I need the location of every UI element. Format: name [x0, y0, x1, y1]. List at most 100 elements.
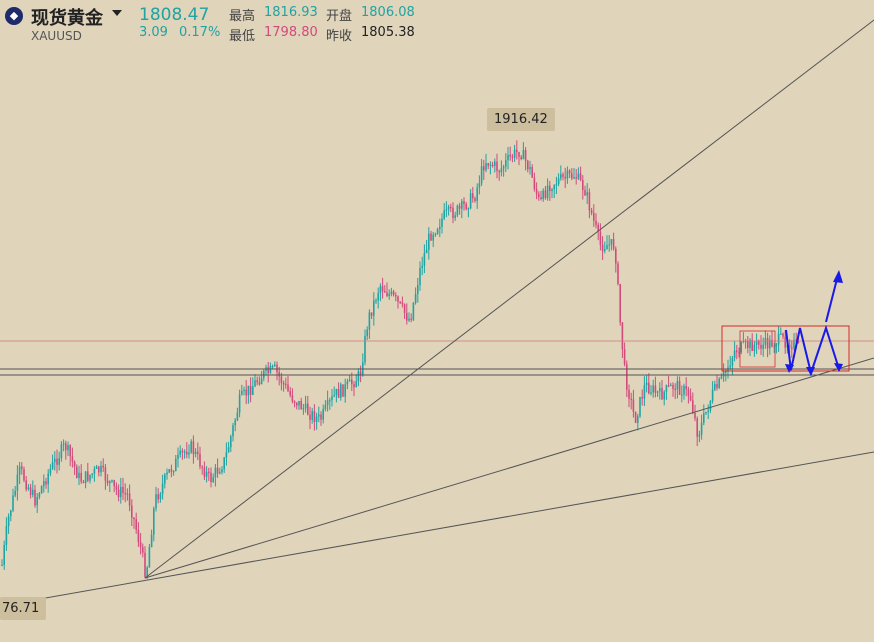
candle-body	[571, 173, 573, 179]
candle-body	[263, 370, 265, 378]
candle-body	[467, 208, 470, 210]
candle-body	[749, 339, 751, 349]
candle-body	[784, 336, 786, 348]
candle-body	[62, 443, 65, 445]
arrowhead-icon	[785, 364, 794, 373]
candle-body	[98, 466, 100, 473]
instrument-symbol: XAUUSD	[31, 29, 82, 43]
candle-body	[447, 206, 450, 210]
candle-body	[562, 174, 564, 177]
candle-body	[278, 372, 280, 377]
candle-body	[34, 489, 36, 506]
candle-body	[465, 203, 467, 210]
chevron-down-icon[interactable]	[112, 10, 122, 16]
projection-breakout-line	[825, 274, 839, 323]
candle-body	[641, 396, 643, 399]
candle-body	[461, 201, 463, 209]
candle-body	[520, 156, 522, 160]
candle-body	[359, 371, 362, 375]
candle-body	[302, 408, 305, 410]
candle-body	[549, 185, 551, 192]
candle-body	[463, 201, 465, 204]
candle-body	[287, 384, 289, 392]
candle-body	[760, 344, 762, 349]
candle-body	[736, 350, 738, 353]
candle-body	[714, 384, 716, 390]
low-price-label: 76.71	[0, 597, 47, 620]
candle-body	[775, 344, 778, 347]
candle-body	[32, 489, 34, 496]
candle-body	[406, 312, 408, 321]
candle-body	[82, 481, 85, 483]
candle-body	[744, 340, 747, 343]
candle-body	[357, 371, 360, 382]
candle-body	[241, 391, 243, 395]
candle-body	[793, 339, 795, 349]
candle-body	[399, 301, 401, 303]
candle-body	[566, 170, 569, 179]
candle-body	[599, 231, 602, 245]
candle-body	[623, 349, 626, 365]
candle-body	[236, 412, 239, 421]
candle-body	[80, 472, 82, 482]
candle-body	[619, 283, 621, 323]
candle-body	[632, 399, 635, 412]
candle-body	[740, 342, 742, 353]
candle-body	[401, 302, 404, 305]
candle-body	[377, 293, 379, 301]
candle-body	[450, 206, 452, 209]
candle-body	[203, 467, 206, 477]
candle-body	[709, 400, 712, 411]
candle-body	[91, 473, 93, 475]
candle-body	[601, 244, 604, 252]
candle-body	[573, 177, 575, 179]
candle-body	[540, 197, 542, 200]
candle-body	[318, 414, 320, 417]
candle-body	[65, 443, 67, 451]
candle-body	[617, 263, 619, 284]
candle-body	[610, 239, 613, 245]
candle-body	[322, 408, 324, 420]
candle-body	[190, 441, 192, 453]
candle-body	[681, 394, 683, 396]
candle-body	[120, 486, 122, 498]
candle-body	[159, 493, 162, 500]
candle-body	[390, 291, 393, 294]
instrument-name[interactable]: 现货黄金	[31, 8, 103, 29]
candle-body	[687, 389, 690, 396]
candle-body	[76, 466, 78, 479]
candle-body	[670, 384, 672, 387]
candle-body	[216, 467, 219, 474]
candle-body	[166, 472, 168, 475]
candle-body	[315, 416, 318, 422]
candle-body	[612, 239, 615, 249]
candle-body	[731, 358, 734, 366]
candle-body	[553, 184, 555, 190]
candle-body	[124, 493, 126, 495]
candle-body	[36, 497, 38, 506]
candle-body	[375, 300, 377, 302]
high-label: 最高	[229, 9, 256, 24]
candle-body	[742, 340, 745, 343]
candle-body	[342, 384, 344, 397]
candle-body	[254, 380, 256, 387]
candle-body	[480, 166, 483, 184]
candle-body	[408, 318, 410, 321]
candle-body	[544, 190, 547, 198]
candle-body	[183, 451, 186, 453]
candle-body	[676, 381, 679, 390]
candle-body	[456, 205, 459, 216]
candle-body	[234, 420, 236, 426]
candle-body	[304, 403, 307, 409]
candle-body	[511, 156, 514, 158]
candle-body	[445, 209, 448, 211]
candle-body	[597, 224, 599, 232]
candle-body	[753, 344, 756, 352]
candle-body	[208, 471, 210, 473]
candle-body	[483, 166, 485, 171]
candle-body	[769, 339, 771, 349]
candle-body	[133, 517, 135, 520]
candle-body	[60, 444, 63, 459]
candle-body	[674, 388, 676, 391]
candle-body	[469, 193, 472, 209]
